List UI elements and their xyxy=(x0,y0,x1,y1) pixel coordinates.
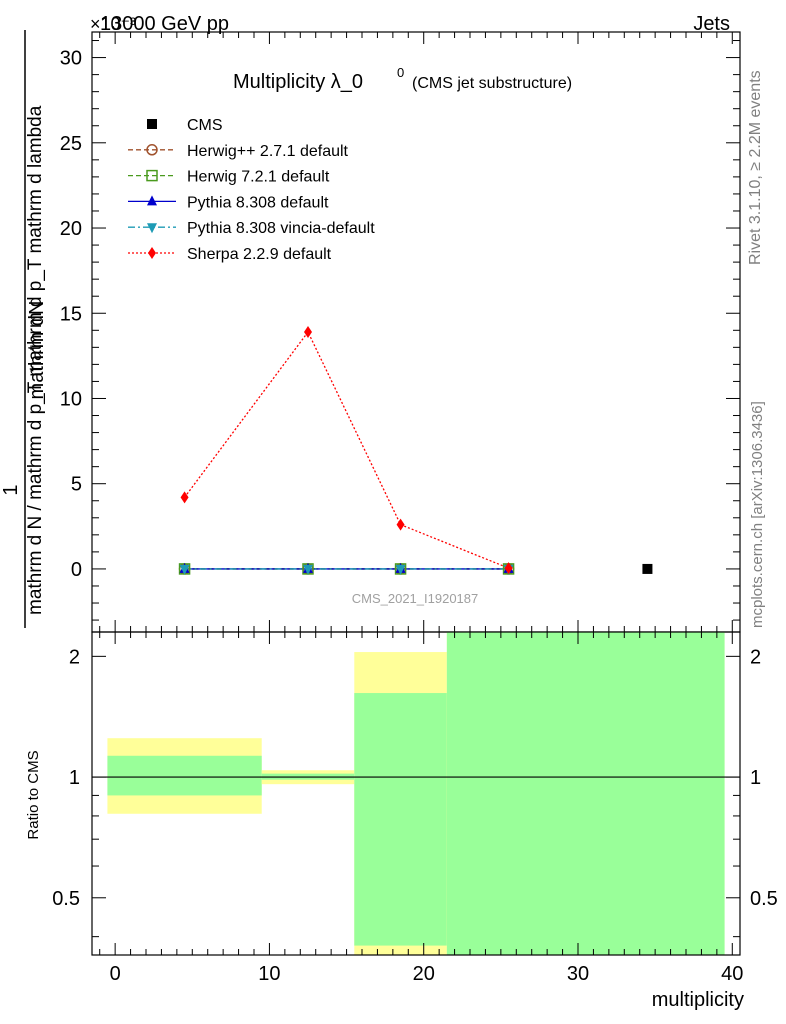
y-tick-label: 15 xyxy=(60,303,82,325)
y-tick-label: 25 xyxy=(60,133,82,155)
y-tick-label: 0 xyxy=(71,559,82,581)
legend-label-2: Herwig 7.2.1 default xyxy=(187,169,330,186)
x-tick-label: 40 xyxy=(721,963,743,985)
process-label: Jets xyxy=(693,13,730,35)
legend-label-3: Pythia 8.308 default xyxy=(187,194,329,211)
data-point-series-4 xyxy=(303,564,313,575)
legend-marker-4 xyxy=(147,223,157,234)
legend: CMS Herwig++ 2.7.1 default Herwig 7.2.1 de… xyxy=(128,117,375,263)
legend-marker-0 xyxy=(147,119,157,129)
y-tick-label: 30 xyxy=(60,48,82,70)
data-point-series-4 xyxy=(179,564,190,575)
ratio-band-green-0 xyxy=(107,755,262,796)
data-point-series-5 xyxy=(396,518,405,531)
data-point-series-5 xyxy=(180,491,189,504)
y-tick-label: 10 xyxy=(60,388,82,410)
x-axis-label: multiplicity xyxy=(652,989,744,1011)
energy-label: 13000 GeV pp xyxy=(100,13,229,35)
legend-label-4: Pythia 8.308 vincia-default xyxy=(187,220,375,237)
legend-marker-3 xyxy=(147,195,157,206)
y-tick-label: 5 xyxy=(71,474,82,496)
y-axis-label: 1 mathrm dN mathrm d N / mathrm d p_T ma… xyxy=(0,30,48,628)
title-superscript: 0 xyxy=(397,65,404,80)
y-label-one: 1 xyxy=(0,484,22,495)
legend-label-5: Sherpa 2.2.9 default xyxy=(187,246,332,263)
legend-label-1: Herwig++ 2.7.1 default xyxy=(187,143,349,160)
title-paren: (CMS jet substructure) xyxy=(412,75,572,92)
ratio-y-tick-label-left: 0.5 xyxy=(52,888,80,910)
mcplots-label: mcplots.cern.ch [arXiv:1306.3436] xyxy=(749,401,766,628)
main-panel: 0 5 10 15 20 25 30 xyxy=(60,31,741,633)
ratio-y-tick-label-left: 1 xyxy=(69,767,80,789)
data-point-series-5 xyxy=(504,562,513,575)
title-main: Multiplicity λ_0 xyxy=(233,71,363,93)
ratio-panel: 0 10 20 30 40 0.5 0.5 1 1 2 2 xyxy=(52,631,778,985)
ratio-y-label: Ratio to CMS xyxy=(25,750,42,839)
analysis-watermark: CMS_2021_I1920187 xyxy=(352,591,479,606)
x-tick-label: 30 xyxy=(567,963,589,985)
y-exponent-label: ×10⁻³ xyxy=(90,14,136,34)
legend-marker-5 xyxy=(148,247,156,259)
ratio-y-tick-label-left: 2 xyxy=(69,646,80,668)
plot-title: Multiplicity λ_0 0 (CMS jet substructure… xyxy=(233,65,572,93)
y-label-numerator: mathrm dN xyxy=(26,301,48,400)
legend-marker-2 xyxy=(146,169,158,182)
ratio-band-green-2 xyxy=(354,693,447,946)
data-point-series-4 xyxy=(395,564,406,575)
data-point-series-5 xyxy=(304,326,312,338)
rivet-label: Rivet 3.1.10, ≥ 2.2M events xyxy=(747,70,764,265)
series-line-5 xyxy=(184,330,509,569)
x-tick-label: 20 xyxy=(413,963,435,985)
ratio-band-green-3 xyxy=(446,632,725,955)
legend-label-0: CMS xyxy=(187,117,223,134)
ratio-frame xyxy=(91,631,741,956)
y-label-denominator: mathrm d N / mathrm d p_T mathrm d p_T m… xyxy=(25,105,46,615)
ratio-y-tick-label-right: 1 xyxy=(750,767,761,789)
legend-marker-1 xyxy=(146,144,158,156)
y-tick-label: 20 xyxy=(60,218,82,240)
x-tick-label: 10 xyxy=(258,963,280,985)
x-tick-label: 0 xyxy=(110,963,121,985)
data-point-series-0 xyxy=(642,563,653,574)
ratio-y-tick-label-right: 2 xyxy=(750,646,761,668)
ratio-y-tick-label-right: 0.5 xyxy=(750,888,778,910)
